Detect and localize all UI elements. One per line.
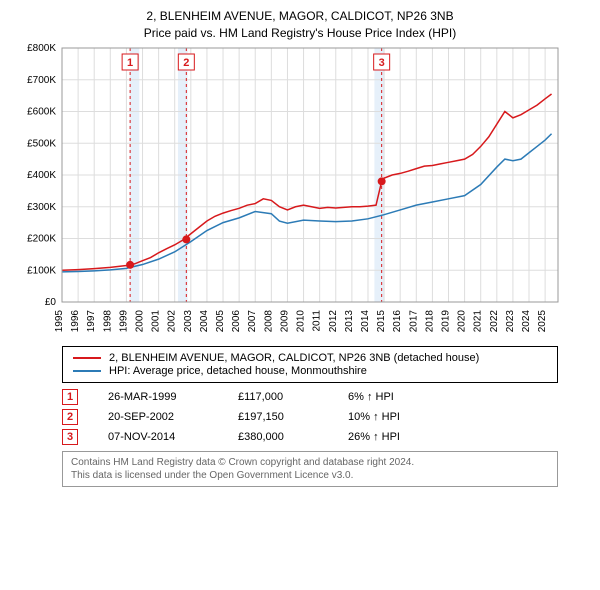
svg-text:2018: 2018 bbox=[424, 309, 435, 332]
marker-badge: 2 bbox=[62, 409, 78, 425]
svg-text:2019: 2019 bbox=[440, 309, 451, 332]
svg-text:£100K: £100K bbox=[27, 265, 56, 276]
legend-swatch bbox=[73, 370, 101, 372]
svg-text:1999: 1999 bbox=[118, 309, 129, 332]
svg-text:2012: 2012 bbox=[328, 309, 339, 332]
svg-text:2022: 2022 bbox=[489, 309, 500, 332]
svg-text:2: 2 bbox=[183, 57, 189, 69]
table-row: 2 20-SEP-2002 £197,150 10% ↑ HPI bbox=[62, 409, 558, 425]
svg-text:2025: 2025 bbox=[537, 309, 548, 332]
svg-text:2004: 2004 bbox=[199, 309, 210, 332]
svg-text:2017: 2017 bbox=[408, 309, 419, 332]
table-row: 1 26-MAR-1999 £117,000 6% ↑ HPI bbox=[62, 389, 558, 405]
title-line1: 2, BLENHEIM AVENUE, MAGOR, CALDICOT, NP2… bbox=[8, 8, 592, 25]
svg-text:1995: 1995 bbox=[54, 309, 65, 332]
svg-text:£400K: £400K bbox=[27, 170, 56, 181]
line-chart: £0 £100K £200K £300K £400K £500K £600K £700K £80… bbox=[8, 42, 592, 342]
table-row: 3 07-NOV-2014 £380,000 26% ↑ HPI bbox=[62, 429, 558, 445]
svg-text:3: 3 bbox=[379, 57, 385, 69]
svg-text:2020: 2020 bbox=[457, 309, 468, 332]
svg-text:2013: 2013 bbox=[344, 309, 355, 332]
legend-row: 2, BLENHEIM AVENUE, MAGOR, CALDICOT, NP2… bbox=[73, 352, 547, 364]
svg-text:£0: £0 bbox=[45, 297, 57, 308]
chart-title-block: 2, BLENHEIM AVENUE, MAGOR, CALDICOT, NP2… bbox=[8, 8, 592, 42]
legend-swatch bbox=[73, 357, 101, 359]
footnote: Contains HM Land Registry data © Crown c… bbox=[62, 451, 558, 487]
legend-row: HPI: Average price, detached house, Monm… bbox=[73, 365, 547, 377]
legend: 2, BLENHEIM AVENUE, MAGOR, CALDICOT, NP2… bbox=[62, 346, 558, 383]
svg-text:2002: 2002 bbox=[167, 309, 178, 332]
svg-text:2010: 2010 bbox=[296, 309, 307, 332]
svg-text:1: 1 bbox=[127, 57, 133, 69]
legend-label: 2, BLENHEIM AVENUE, MAGOR, CALDICOT, NP2… bbox=[109, 352, 479, 364]
chart-container: £0 £100K £200K £300K £400K £500K £600K £700K £80… bbox=[8, 42, 592, 342]
svg-text:2003: 2003 bbox=[183, 309, 194, 332]
marker-badge: 3 bbox=[62, 429, 78, 445]
svg-text:2016: 2016 bbox=[392, 309, 403, 332]
sale-date: 26-MAR-1999 bbox=[108, 391, 208, 403]
svg-text:£500K: £500K bbox=[27, 138, 56, 149]
sale-price: £380,000 bbox=[238, 431, 318, 443]
svg-text:2001: 2001 bbox=[151, 309, 162, 332]
svg-text:2023: 2023 bbox=[505, 309, 516, 332]
sale-price: £117,000 bbox=[238, 391, 318, 403]
svg-text:2006: 2006 bbox=[231, 309, 242, 332]
svg-text:£800K: £800K bbox=[27, 43, 56, 54]
svg-text:2015: 2015 bbox=[376, 309, 387, 332]
sale-pct: 6% ↑ HPI bbox=[348, 391, 394, 403]
marker-badge: 1 bbox=[62, 389, 78, 405]
title-line2: Price paid vs. HM Land Registry's House … bbox=[8, 25, 592, 42]
svg-text:2000: 2000 bbox=[135, 309, 146, 332]
svg-text:£300K: £300K bbox=[27, 201, 56, 212]
svg-text:£200K: £200K bbox=[27, 233, 56, 244]
svg-text:2007: 2007 bbox=[247, 309, 258, 332]
sale-pct: 10% ↑ HPI bbox=[348, 411, 400, 423]
footnote-line: Contains HM Land Registry data © Crown c… bbox=[71, 456, 549, 469]
sale-date: 07-NOV-2014 bbox=[108, 431, 208, 443]
svg-text:1998: 1998 bbox=[102, 309, 113, 332]
svg-text:2008: 2008 bbox=[263, 309, 274, 332]
svg-text:£600K: £600K bbox=[27, 106, 56, 117]
svg-text:2014: 2014 bbox=[360, 309, 371, 332]
svg-text:2024: 2024 bbox=[521, 309, 532, 332]
svg-text:£700K: £700K bbox=[27, 74, 56, 85]
svg-text:1997: 1997 bbox=[86, 309, 97, 332]
sales-table: 1 26-MAR-1999 £117,000 6% ↑ HPI 2 20-SEP… bbox=[62, 389, 558, 445]
sale-pct: 26% ↑ HPI bbox=[348, 431, 400, 443]
legend-label: HPI: Average price, detached house, Monm… bbox=[109, 365, 367, 377]
svg-text:2011: 2011 bbox=[312, 309, 323, 331]
sale-price: £197,150 bbox=[238, 411, 318, 423]
sale-date: 20-SEP-2002 bbox=[108, 411, 208, 423]
svg-text:1996: 1996 bbox=[70, 309, 81, 332]
svg-text:2005: 2005 bbox=[215, 309, 226, 332]
svg-text:2021: 2021 bbox=[473, 309, 484, 332]
footnote-line: This data is licensed under the Open Gov… bbox=[71, 469, 549, 482]
svg-text:2009: 2009 bbox=[279, 309, 290, 332]
